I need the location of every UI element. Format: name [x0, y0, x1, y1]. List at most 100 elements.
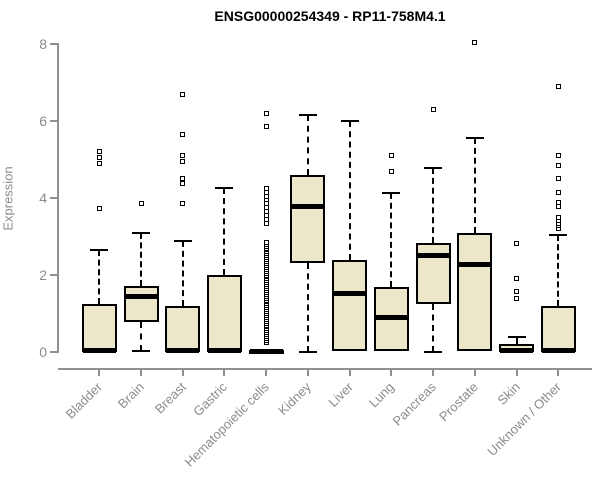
- y-axis-line: [57, 43, 59, 353]
- median-line: [458, 262, 492, 268]
- upper-whisker: [473, 138, 476, 233]
- y-tick: [50, 120, 57, 122]
- upper-whisker-cap: [549, 233, 568, 236]
- upper-whisker-cap: [215, 187, 234, 190]
- y-tick: [50, 43, 57, 45]
- y-tick-label: 8: [39, 36, 47, 52]
- upper-whisker-cap: [424, 166, 443, 169]
- median-line: [541, 347, 575, 353]
- median-line: [166, 347, 200, 353]
- outlier-point: [96, 148, 102, 154]
- lower-whisker: [306, 263, 309, 352]
- outlier-point: [555, 214, 561, 220]
- outlier-point: [555, 189, 561, 195]
- outlier-point: [96, 160, 102, 166]
- x-tick: [515, 368, 518, 376]
- x-tick: [557, 368, 560, 376]
- iqr-box: [332, 259, 368, 352]
- x-tick: [390, 368, 393, 376]
- outlier-point: [180, 158, 186, 164]
- outlier-point: [180, 131, 186, 137]
- median-line: [374, 314, 408, 320]
- upper-whisker: [432, 167, 435, 244]
- upper-whisker-cap: [173, 240, 192, 243]
- upper-whisker-cap: [507, 336, 526, 339]
- x-tick: [473, 368, 476, 376]
- upper-whisker: [348, 121, 351, 260]
- upper-whisker: [557, 234, 560, 306]
- outlier-point: [263, 239, 269, 245]
- upper-whisker: [515, 337, 518, 345]
- outlier-point: [138, 201, 144, 207]
- upper-whisker: [140, 232, 143, 286]
- iqr-box: [123, 285, 159, 322]
- lower-whisker: [432, 303, 435, 352]
- median-line: [82, 347, 116, 353]
- outlier-point: [388, 169, 394, 175]
- iqr-box: [206, 275, 242, 352]
- outlier-point: [555, 162, 561, 168]
- upper-whisker-cap: [340, 120, 359, 122]
- outlier-point: [263, 124, 269, 130]
- outlier-point: [555, 83, 561, 89]
- upper-whisker: [390, 193, 393, 287]
- chart-title: ENSG00000254349 - RP11-758M4.1: [214, 8, 446, 24]
- outlier-point: [514, 240, 519, 246]
- median-line: [124, 294, 158, 300]
- upper-whisker-cap: [132, 231, 151, 234]
- x-tick: [306, 368, 309, 376]
- iqr-box: [165, 305, 201, 352]
- x-tick: [348, 368, 351, 376]
- x-tick: [223, 368, 226, 376]
- x-tick: [265, 368, 268, 376]
- upper-whisker: [223, 188, 226, 275]
- upper-whisker-cap: [465, 137, 484, 140]
- outlier-point: [180, 180, 186, 186]
- upper-whisker-cap: [298, 114, 317, 117]
- y-tick-label: 2: [39, 267, 47, 283]
- median-line: [291, 203, 325, 209]
- y-tick: [50, 351, 57, 353]
- iqr-box: [81, 303, 117, 352]
- outlier-point: [430, 106, 436, 112]
- outlier-point: [180, 153, 186, 159]
- outlier-point: [514, 288, 519, 294]
- outlier-point: [514, 295, 519, 301]
- outlier-point: [263, 110, 269, 116]
- iqr-box: [457, 232, 493, 351]
- outlier-point: [472, 39, 478, 45]
- y-axis-label: Expression: [0, 166, 16, 231]
- upper-whisker: [306, 115, 309, 175]
- x-tick: [140, 368, 143, 376]
- upper-whisker: [98, 249, 101, 304]
- y-tick: [50, 197, 57, 199]
- x-tick: [432, 368, 435, 376]
- outlier-point: [263, 185, 269, 191]
- lower-whisker-cap: [132, 349, 151, 352]
- upper-whisker-cap: [382, 192, 401, 195]
- outlier-point: [180, 201, 186, 207]
- lower-whisker-cap: [298, 351, 317, 353]
- x-tick: [181, 368, 184, 376]
- x-axis-line: [58, 368, 593, 370]
- outlier-point: [96, 206, 102, 212]
- lower-whisker-cap: [424, 351, 443, 353]
- outlier-point: [555, 176, 561, 182]
- y-tick-label: 4: [39, 190, 47, 206]
- lower-whisker: [140, 321, 143, 351]
- outlier-point: [555, 153, 561, 159]
- median-line: [500, 347, 533, 353]
- outlier-point: [180, 91, 186, 97]
- y-tick-label: 0: [39, 344, 47, 360]
- outlier-point: [388, 153, 394, 159]
- x-tick: [98, 368, 101, 376]
- iqr-box: [290, 174, 326, 264]
- upper-whisker-cap: [90, 248, 109, 251]
- median-line: [207, 347, 241, 353]
- outlier-point: [96, 155, 102, 161]
- outlier-point: [180, 176, 186, 182]
- outlier-point: [514, 276, 519, 282]
- iqr-box: [540, 305, 576, 352]
- median-line: [333, 290, 367, 296]
